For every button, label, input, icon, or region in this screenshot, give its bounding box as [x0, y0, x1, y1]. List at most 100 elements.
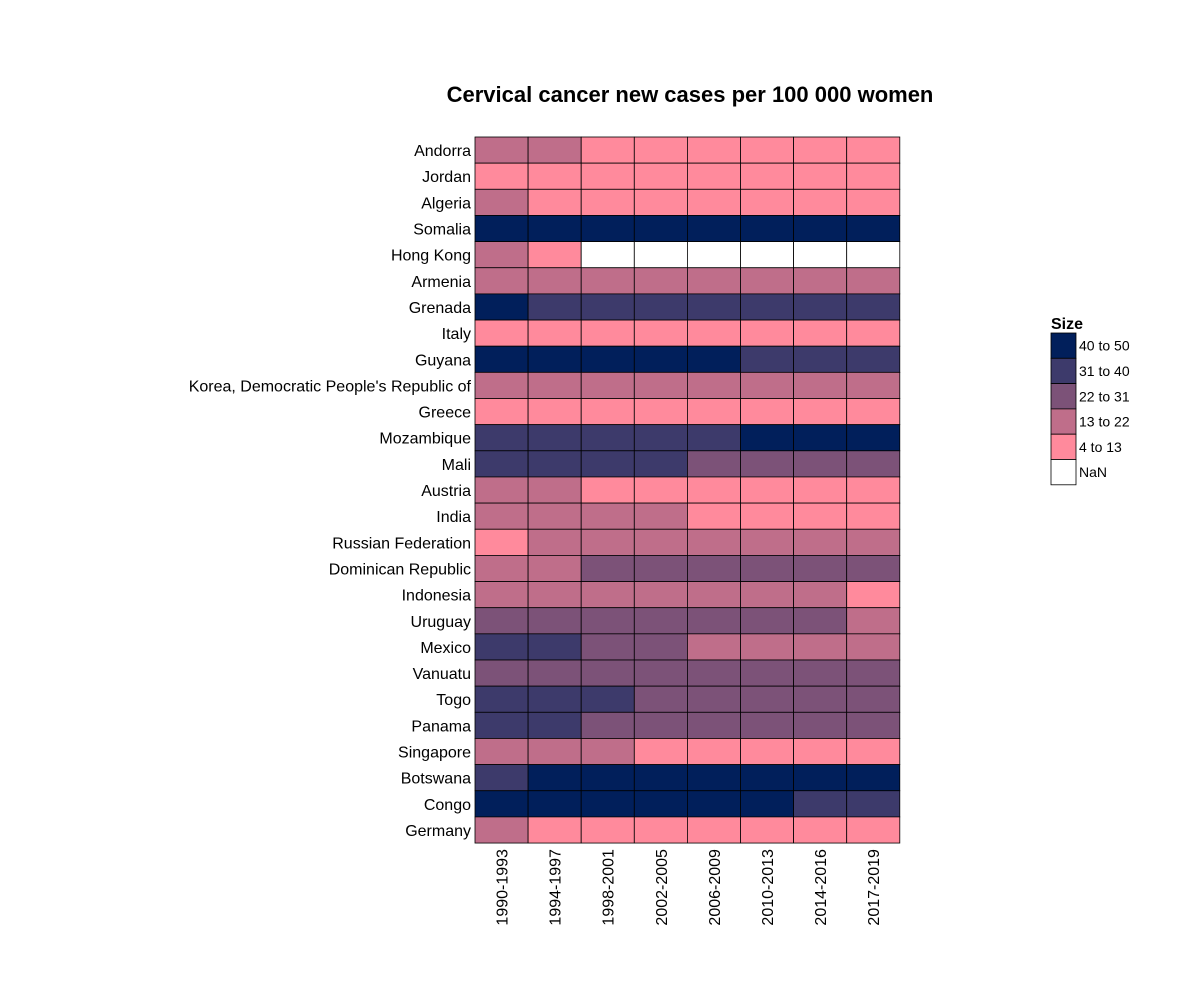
x-tick-label: 1998-2001 [601, 849, 618, 926]
heatmap-cell [793, 345, 848, 373]
legend-swatch [1050, 433, 1077, 460]
heatmap-cell [633, 267, 688, 295]
heatmap-cell [527, 764, 582, 792]
heatmap-cell [527, 450, 582, 478]
x-tick-label: 2006-2009 [707, 849, 724, 926]
legend-swatch [1050, 459, 1077, 486]
heatmap-cell [580, 790, 635, 818]
heatmap-cell [474, 136, 529, 164]
heatmap-cell [527, 528, 582, 556]
heatmap-cell [740, 528, 794, 556]
heatmap-cell [793, 502, 848, 530]
heatmap-cell [580, 136, 635, 164]
heatmap-cell [527, 215, 582, 242]
heatmap-cell [687, 502, 741, 530]
x-tick-label: 2010-2013 [760, 849, 777, 926]
y-tick-label: Italy [442, 326, 471, 343]
heatmap-cell [846, 790, 901, 818]
heatmap-cell [580, 528, 635, 556]
heatmap-cell [687, 136, 741, 164]
chart-title: Cervical cancer new cases per 100 000 wo… [447, 82, 934, 107]
y-tick-label: Algeria [421, 195, 471, 212]
heatmap-cell [846, 215, 901, 242]
heatmap-cell [527, 267, 582, 295]
heatmap-cell [474, 293, 529, 321]
heatmap-cell [580, 424, 635, 452]
heatmap-cell [740, 633, 794, 661]
heatmap-cell [527, 424, 582, 452]
heatmap-cell [580, 581, 635, 609]
heatmap-cell [527, 685, 582, 713]
heatmap-cell [474, 398, 529, 426]
heatmap-cell [474, 450, 529, 478]
y-tick-label: Uruguay [411, 614, 471, 631]
heatmap-cell [687, 659, 741, 687]
heatmap-cell [527, 659, 582, 687]
heatmap-cell [580, 293, 635, 321]
heatmap-cell [527, 711, 582, 739]
heatmap-cell [740, 659, 794, 687]
heatmap-cell [793, 685, 848, 713]
heatmap-cell [846, 633, 901, 661]
heatmap-cell [633, 241, 688, 269]
heatmap-cell [846, 555, 901, 582]
heatmap-cell [580, 607, 635, 635]
heatmap-cell [633, 398, 688, 426]
heatmap-cell [474, 790, 529, 818]
heatmap-cell [580, 241, 635, 269]
heatmap-cell [633, 685, 688, 713]
legend-swatch [1050, 383, 1077, 410]
y-tick-label: Congo [424, 797, 471, 814]
x-tick-label: 2017-2019 [866, 849, 883, 926]
y-tick-label: Singapore [398, 745, 471, 762]
heatmap-cell [793, 371, 848, 399]
heatmap-cell [633, 659, 688, 687]
heatmap-cell [846, 162, 901, 190]
heatmap-cell [740, 371, 794, 399]
heatmap-cell [687, 528, 741, 556]
heatmap-cells [474, 136, 901, 844]
legend: Size 40 to 50 31 to 40 22 to 31 13 to 22 4 to… [1050, 316, 1130, 486]
heatmap-cell [633, 162, 688, 190]
heatmap-cell [474, 711, 529, 739]
heatmap-cell [846, 424, 901, 452]
y-tick-label: Botswana [401, 771, 471, 788]
heatmap-cell [793, 267, 848, 295]
heatmap-cell [633, 345, 688, 373]
heatmap-cell [740, 711, 794, 739]
heatmap-cell [633, 188, 688, 216]
y-tick-label: Mexico [420, 640, 471, 657]
legend-label: 40 to 50 [1079, 338, 1130, 354]
y-tick-label: Grenada [409, 300, 471, 317]
heatmap-cell [474, 371, 529, 399]
heatmap-cell [687, 162, 741, 190]
heatmap-cell [474, 581, 529, 609]
y-tick-label: Panama [411, 718, 471, 735]
heatmap-cell [687, 555, 741, 582]
heatmap-cell [633, 711, 688, 739]
heatmap-cell [740, 319, 794, 347]
heatmap-cell [793, 136, 848, 164]
heatmap-cell [474, 659, 529, 687]
heatmap-cell [846, 398, 901, 426]
heatmap-cell [846, 816, 901, 844]
legend-label: 13 to 22 [1079, 414, 1130, 430]
heatmap-cell [633, 555, 688, 582]
heatmap-cell [793, 398, 848, 426]
heatmap-cell [633, 450, 688, 478]
x-tick-label: 2014-2016 [813, 849, 830, 926]
heatmap-cell [687, 215, 741, 242]
heatmap-cell [740, 398, 794, 426]
heatmap-cell [633, 136, 688, 164]
heatmap-cell [793, 162, 848, 190]
y-tick-label: Germany [405, 823, 471, 840]
heatmap-cell [527, 607, 582, 635]
heatmap-cell [793, 476, 848, 504]
heatmap-cell [846, 711, 901, 739]
y-tick-label: Vanuatu [413, 666, 471, 683]
heatmap-cell [740, 293, 794, 321]
heatmap-cell [580, 764, 635, 792]
heatmap-cell [687, 607, 741, 635]
heatmap-cell [474, 162, 529, 190]
heatmap-cell [527, 790, 582, 818]
